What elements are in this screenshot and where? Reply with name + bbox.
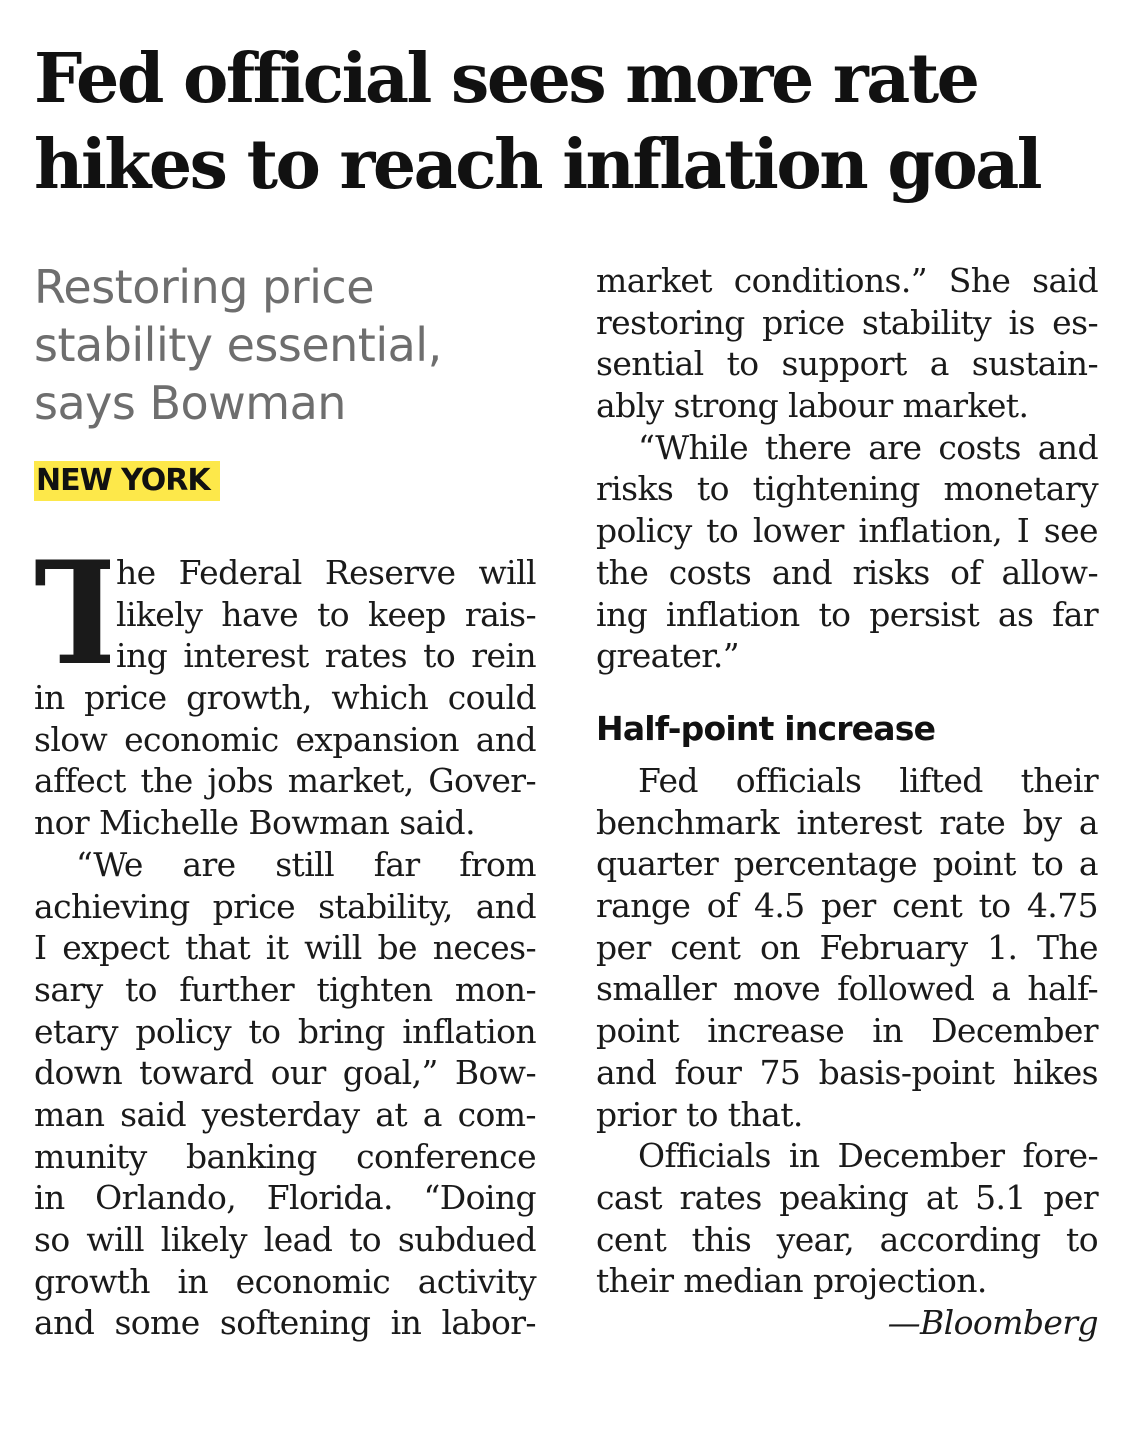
body-line: greater.” — [596, 636, 740, 676]
body-line: smaller move followed a half- — [596, 969, 1099, 1009]
standfirst-line-2: stability essential, — [34, 318, 442, 372]
body-line: cast rates peaking at 5.1 per — [596, 1177, 1099, 1217]
drop-cap: T — [34, 554, 110, 672]
body-line: risks to tightening monetary — [596, 469, 1099, 509]
headline-line-2: hikes to reach inflation goal — [34, 125, 1043, 205]
body-line: likely have to keep rais- — [116, 594, 537, 634]
body-line: affect the jobs market, Gover- — [34, 761, 537, 801]
body-line: achieving price stability, and — [34, 886, 537, 926]
left-column-text: he Federal Reserve will likely have to k… — [34, 552, 537, 1344]
body-line: prior to that. — [596, 1094, 803, 1134]
body-line: “While there are costs and — [638, 427, 1099, 467]
body-line: Fed officials lifted their — [638, 761, 1099, 800]
body-line: market conditions.” She said — [596, 261, 1099, 300]
body-line: and four 75 basis-point hikes — [596, 1052, 1099, 1092]
body-line: ing inflation to persist as far — [596, 594, 1099, 634]
body-line: man said yesterday at a com- — [34, 1094, 537, 1134]
right-column-text-top: market conditions.” She said restoring p… — [596, 260, 1099, 677]
body-line: ably strong labour market. — [596, 386, 1029, 426]
body-line: in price growth, which could — [34, 678, 537, 718]
body-line: I expect that it will be neces- — [34, 928, 537, 968]
body-line: quarter percentage point to a — [596, 844, 1099, 884]
body-line: munity banking conference — [34, 1136, 537, 1176]
right-column-text-bottom: Fed officials lifted their benchmark int… — [596, 760, 1099, 1302]
body-line: he Federal Reserve will — [116, 553, 537, 592]
body-line: Officials in December fore- — [638, 1136, 1099, 1176]
body-line: down toward our goal,” Bow- — [34, 1053, 537, 1093]
standfirst: Restoring price stability essential, say… — [34, 258, 534, 432]
body-line: nor Michelle Bowman said. — [34, 803, 476, 843]
body-line: ing interest rates to rein — [116, 636, 537, 676]
standfirst-line-1: Restoring price — [34, 260, 375, 314]
body-line: their median projection. — [596, 1261, 987, 1301]
body-line: etary policy to bring inflation — [34, 1011, 537, 1051]
body-line: per cent on February 1. The — [596, 927, 1099, 967]
body-line: slow economic expansion and — [34, 719, 537, 759]
body-line: in Orlando, Florida. “Doing — [34, 1178, 537, 1218]
dateline-badge: NEW YORK — [34, 461, 220, 501]
body-line: sential to support a sustain- — [596, 344, 1099, 384]
byline-credit: —Bloomberg — [887, 1303, 1099, 1342]
body-line: restoring price stability is es- — [596, 302, 1099, 342]
body-line: range of 4.5 per cent to 4.75 — [596, 886, 1099, 926]
body-line: the costs and risks of allow- — [596, 552, 1099, 592]
body-line: cent this year, according to — [596, 1219, 1099, 1259]
headline: Fed official sees more rate hikes to rea… — [34, 36, 1114, 208]
standfirst-line-3: says Bowman — [34, 376, 346, 430]
section-subheading: Half-point increase — [596, 709, 936, 748]
body-line: so will likely lead to subdued — [34, 1220, 537, 1259]
body-line: benchmark interest rate by a — [596, 802, 1099, 842]
body-line: “We are still far from — [76, 844, 537, 884]
headline-line-1: Fed official sees more rate — [34, 39, 980, 119]
body-line: sary to further tighten mon- — [34, 969, 537, 1009]
body-line: point increase in December — [596, 1011, 1099, 1051]
body-line: policy to lower inflation, I see — [596, 511, 1099, 551]
body-line: and some softening in labor- — [34, 1303, 537, 1343]
body-line: growth in economic activity — [34, 1261, 537, 1301]
